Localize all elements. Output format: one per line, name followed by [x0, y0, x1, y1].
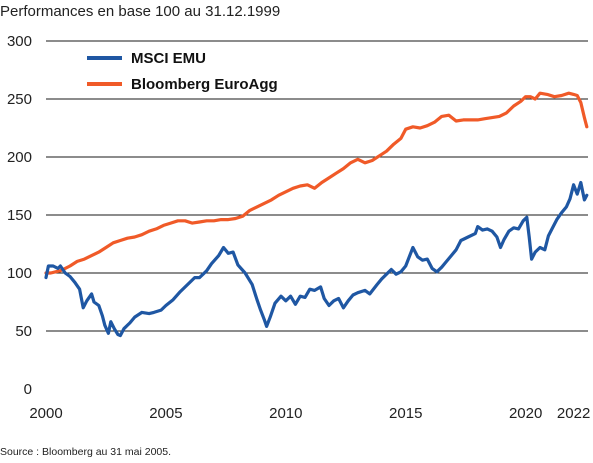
- x-tick-label-2015: 2015: [389, 405, 422, 422]
- source-note: Source : Bloomberg au 31 mai 2005.: [0, 446, 171, 458]
- y-tick-label-300: 300: [7, 33, 32, 50]
- x-tick-label-2010: 2010: [269, 405, 302, 422]
- grid-lines: [46, 40, 588, 332]
- x-tick-label-2022: 2022: [557, 405, 590, 422]
- x-tick-label-2020: 2020: [509, 405, 542, 422]
- x-tick-label-2000: 2000: [29, 405, 62, 422]
- series-line-bloomberg-euroagg: [44, 91, 589, 275]
- legend-label-msci-emu: MSCI EMU: [131, 50, 206, 67]
- y-tick-label-50: 50: [15, 323, 32, 340]
- y-tick-label-100: 100: [7, 265, 32, 282]
- series-lines: [44, 91, 589, 338]
- y-axis-ticks: 0 50 100 150 200 250 300: [7, 33, 32, 398]
- y-tick-label-250: 250: [7, 91, 32, 108]
- y-tick-label-200: 200: [7, 149, 32, 166]
- series-line-msci-emu: [44, 180, 589, 338]
- x-axis-ticks: 2000 2005 2010 2015 2020 2022: [29, 405, 590, 422]
- legend: MSCI EMU Bloomberg EuroAgg: [87, 50, 278, 93]
- y-tick-label-0: 0: [24, 381, 32, 398]
- y-tick-label-150: 150: [7, 207, 32, 224]
- x-tick-label-2005: 2005: [149, 405, 182, 422]
- legend-label-bloomberg-euroagg: Bloomberg EuroAgg: [131, 76, 278, 93]
- chart-title: Performances en base 100 au 31.12.1999: [0, 3, 280, 20]
